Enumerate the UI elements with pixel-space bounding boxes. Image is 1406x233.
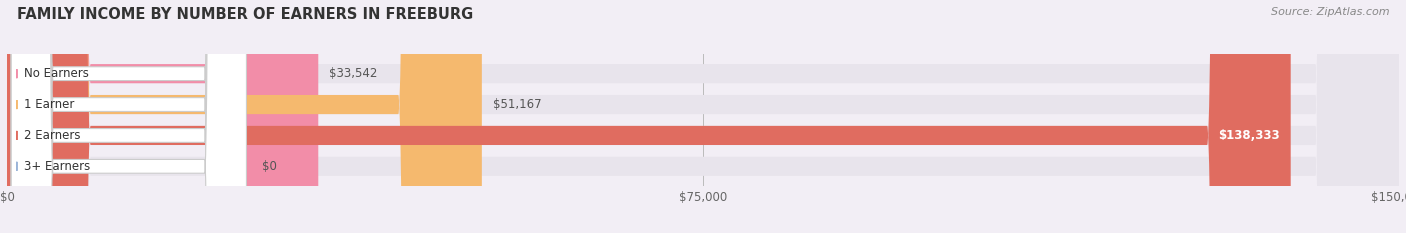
Text: FAMILY INCOME BY NUMBER OF EARNERS IN FREEBURG: FAMILY INCOME BY NUMBER OF EARNERS IN FR… [17,7,474,22]
Text: No Earners: No Earners [24,67,89,80]
FancyBboxPatch shape [11,0,246,233]
FancyBboxPatch shape [7,0,318,233]
Text: 1 Earner: 1 Earner [24,98,75,111]
Text: 3+ Earners: 3+ Earners [24,160,90,173]
Text: $138,333: $138,333 [1218,129,1279,142]
Text: Source: ZipAtlas.com: Source: ZipAtlas.com [1271,7,1389,17]
Text: $33,542: $33,542 [329,67,378,80]
FancyBboxPatch shape [7,0,1399,233]
FancyBboxPatch shape [11,0,246,233]
FancyBboxPatch shape [7,0,1399,233]
FancyBboxPatch shape [11,0,246,233]
Text: $51,167: $51,167 [494,98,541,111]
FancyBboxPatch shape [7,0,482,233]
FancyBboxPatch shape [7,0,1291,233]
Text: $0: $0 [262,160,277,173]
FancyBboxPatch shape [7,0,1399,233]
Text: 2 Earners: 2 Earners [24,129,80,142]
FancyBboxPatch shape [11,0,246,233]
FancyBboxPatch shape [7,0,1399,233]
